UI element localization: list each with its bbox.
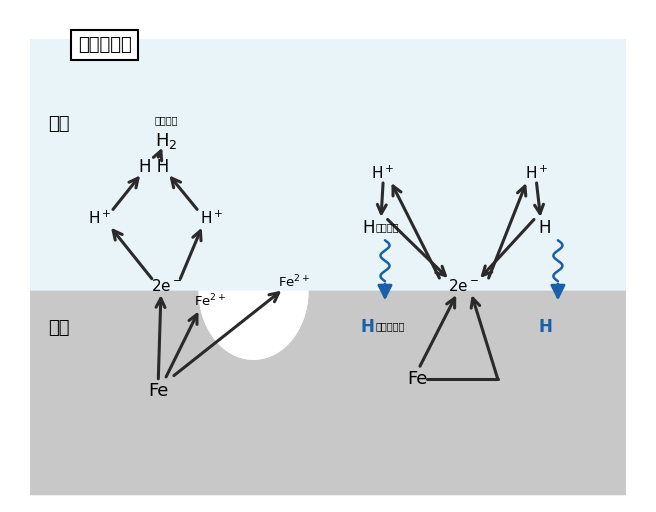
- Text: H: H: [539, 219, 551, 237]
- Text: H$^+$: H$^+$: [199, 209, 223, 227]
- Text: H$^+$: H$^+$: [525, 164, 548, 182]
- Text: 水中: 水中: [49, 115, 70, 133]
- Text: 銃中へ侵入: 銃中へ侵入: [376, 322, 405, 331]
- Text: Fe$^{2+}$: Fe$^{2+}$: [194, 293, 226, 310]
- Bar: [30, 39, 626, 291]
- Text: H$^+$: H$^+$: [89, 209, 112, 227]
- Text: 水素ガス: 水素ガス: [154, 115, 178, 125]
- Text: H$^+$: H$^+$: [371, 164, 395, 182]
- Text: Fe: Fe: [407, 370, 428, 388]
- Text: 2e$^-$: 2e$^-$: [449, 278, 480, 294]
- Text: H: H: [361, 317, 375, 335]
- Text: H$_2$: H$_2$: [155, 132, 177, 152]
- Text: 水素原子: 水素原子: [376, 223, 400, 232]
- Polygon shape: [30, 291, 626, 495]
- Text: Fe: Fe: [148, 382, 169, 400]
- Text: H: H: [362, 219, 375, 237]
- Text: Fe$^{2+}$: Fe$^{2+}$: [278, 274, 310, 291]
- Text: H H: H H: [139, 158, 169, 176]
- Text: 使用環境下: 使用環境下: [77, 36, 131, 54]
- Text: 銃材: 銃材: [49, 319, 70, 337]
- Text: H: H: [538, 317, 552, 335]
- Text: 2e$^-$: 2e$^-$: [150, 278, 182, 294]
- Polygon shape: [199, 291, 308, 360]
